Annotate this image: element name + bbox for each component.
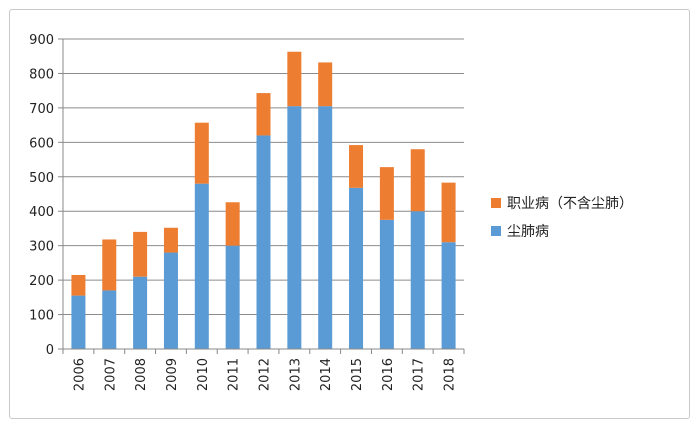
y-tick-label: 300 [29, 240, 54, 255]
y-tick-label: 0 [46, 343, 54, 358]
legend: 职业病（不含尘肺） 尘肺病 [491, 196, 633, 240]
bar-segment [410, 149, 425, 212]
legend-label-occupational: 职业病（不含尘肺） [507, 196, 633, 212]
bar-segment [163, 227, 178, 253]
x-tick-label: 2013 [288, 358, 303, 391]
bar-segment [102, 239, 117, 291]
bar-segment [256, 135, 271, 349]
x-tick-label: 2014 [319, 358, 334, 391]
bar-segment [441, 182, 456, 243]
y-tick-label: 400 [29, 205, 54, 220]
x-tick-label: 2011 [227, 358, 242, 391]
bar-segment [71, 295, 86, 349]
legend-label-pneumoconiosis: 尘肺病 [507, 224, 549, 240]
x-tick-label: 2012 [258, 358, 273, 391]
bar-segment [225, 245, 240, 349]
y-tick-label: 200 [29, 274, 54, 289]
y-tick-label: 700 [29, 102, 54, 117]
axes [62, 39, 464, 350]
y-tick-label: 500 [29, 171, 54, 186]
bar-segment [133, 231, 148, 277]
bar-segment [133, 276, 148, 349]
bar-segment [349, 187, 364, 349]
x-tick-label: 2008 [134, 358, 149, 391]
bar-segment [287, 51, 302, 107]
y-tick-labels: 0 100 200 300 400 500 600 700 800 900 [29, 33, 54, 358]
y-tick-label: 100 [29, 309, 54, 324]
bar-segment [287, 106, 302, 350]
x-tick-label: 2016 [381, 358, 396, 391]
bar-segment [379, 167, 394, 220]
bar-segment [410, 211, 425, 349]
bar-segment [163, 252, 178, 349]
y-tick-label: 600 [29, 136, 54, 151]
bar-segment [194, 122, 209, 184]
x-tick-label: 2010 [196, 358, 211, 391]
x-tick-label: 2015 [350, 358, 365, 391]
bar-segment [441, 242, 456, 349]
bar-segment [379, 219, 394, 349]
bar-segment [349, 145, 364, 188]
bar-segment [194, 183, 209, 349]
x-tick-label: 2007 [103, 358, 118, 391]
bars [71, 51, 456, 350]
x-tick-labels: 2006 2007 2008 2009 2010 2011 2012 2013 2014 2015… [72, 358, 457, 391]
legend-swatch-pneumoconiosis [491, 226, 501, 236]
bar-segment [71, 274, 86, 296]
x-tick-label: 2017 [412, 358, 427, 391]
x-tick-label: 2018 [443, 358, 458, 391]
bar-segment [318, 106, 333, 350]
legend-swatch-occupational [491, 198, 501, 208]
bar-segment [225, 202, 240, 246]
x-tick-label: 2006 [72, 358, 87, 391]
bar-segment [256, 93, 271, 136]
bar-segment [318, 62, 333, 107]
y-tick-label: 800 [29, 67, 54, 82]
x-tick-label: 2009 [165, 358, 180, 391]
y-tick-label: 900 [29, 33, 54, 48]
bar-segment [102, 290, 117, 349]
